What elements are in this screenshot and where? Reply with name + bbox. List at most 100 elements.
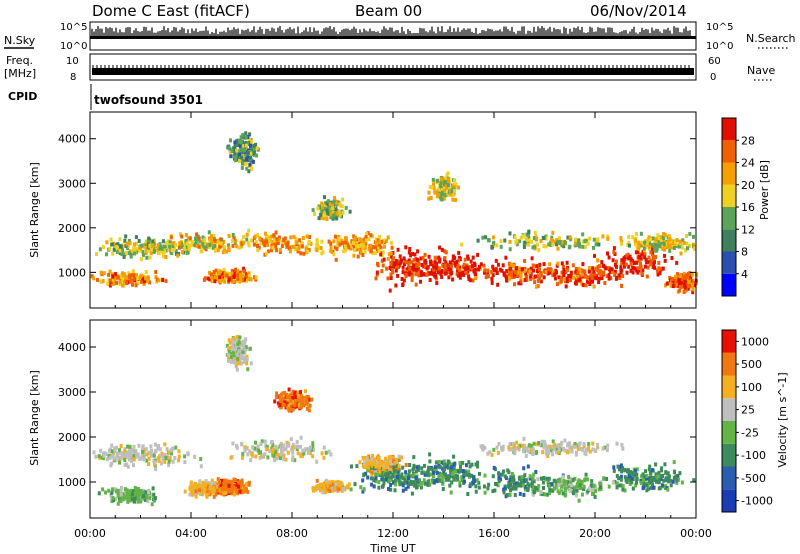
velocity-cell	[225, 343, 229, 348]
power-cell	[638, 261, 642, 266]
velocity-cell	[602, 476, 606, 481]
velocity-cell	[118, 448, 121, 453]
velocity-cell	[448, 474, 452, 479]
nsearch-tick-bottom: 10^0	[706, 41, 733, 52]
power-cell	[688, 271, 692, 276]
velocity-cell	[279, 398, 283, 403]
velocity-cell	[121, 492, 125, 497]
power-cell	[239, 146, 243, 151]
power-cell	[443, 256, 447, 261]
power-cell	[249, 151, 253, 156]
velocity-cell	[150, 502, 154, 507]
velocity-cell	[407, 476, 410, 480]
power-cell	[377, 244, 381, 249]
velocity-cell	[573, 442, 577, 446]
velocity-cell	[329, 452, 333, 457]
velocity-cell	[265, 447, 269, 452]
power-cell	[656, 272, 660, 277]
power-cell	[687, 280, 691, 284]
power-cell	[256, 243, 259, 248]
velocity-cell	[163, 452, 167, 457]
power-cell	[347, 245, 351, 250]
velocity-cell	[429, 472, 433, 477]
power-cell	[677, 288, 681, 293]
power-cell	[451, 184, 455, 189]
power-cell	[535, 242, 539, 247]
power-cell	[392, 261, 395, 266]
velocity-cell	[158, 447, 162, 452]
power-cell	[674, 282, 678, 287]
velocity-cell	[308, 397, 312, 402]
velocity-cell	[363, 461, 367, 466]
velocity-cell	[353, 482, 357, 487]
power-cell	[169, 235, 173, 240]
power-cell	[551, 273, 555, 278]
power-cell	[329, 215, 333, 220]
velocity-cell	[248, 449, 252, 454]
power-cell	[537, 248, 541, 253]
velocity-cell	[393, 488, 397, 493]
velocity-cell	[391, 472, 395, 477]
power-cell	[450, 189, 454, 194]
power-panel-frame	[89, 111, 697, 309]
power-cell	[147, 236, 151, 241]
power-cell	[465, 265, 469, 270]
power-cell	[548, 270, 552, 275]
velocity-cell	[569, 479, 573, 484]
power-cell	[140, 243, 144, 248]
power-cell	[227, 234, 231, 238]
velocity-cell	[407, 469, 411, 474]
velocity-cell	[413, 483, 417, 488]
velocity-cell	[433, 469, 437, 474]
power-cell	[560, 243, 564, 248]
velocity-cell	[665, 476, 668, 481]
power-cell	[227, 248, 231, 253]
power-cell	[257, 245, 261, 250]
velocity-cell	[531, 451, 535, 456]
velocity-cell	[414, 481, 418, 486]
power-cell	[234, 238, 238, 243]
power-cell	[629, 257, 633, 262]
velocity-cell	[161, 457, 165, 462]
velocity-cell	[582, 442, 586, 447]
velocity-cell	[441, 466, 444, 471]
power-cell	[390, 254, 393, 259]
power-cell	[559, 279, 563, 284]
velocity-cell	[237, 361, 241, 366]
velocity-cell	[551, 488, 555, 493]
velocity-cell	[287, 441, 291, 446]
power-cell	[151, 244, 155, 249]
power-cell	[251, 152, 255, 157]
power-cell	[382, 257, 386, 262]
velocity-cell	[474, 462, 478, 467]
power-cell	[639, 243, 643, 248]
power-cell	[462, 262, 466, 267]
velocity-cell	[319, 488, 322, 493]
velocity-cell	[542, 476, 546, 480]
velocity-cell	[452, 454, 456, 459]
power-cell	[556, 240, 560, 244]
power-cell	[590, 275, 594, 280]
power-cell	[140, 279, 143, 284]
velocity-cell	[511, 446, 515, 451]
power-cell	[411, 252, 414, 256]
power-cell	[225, 249, 229, 254]
power-cell	[430, 271, 434, 276]
velocity-cell	[153, 462, 157, 467]
velocity-cell	[304, 399, 308, 404]
velocity-cell	[508, 442, 512, 447]
power-cell	[614, 259, 618, 264]
power-cell	[353, 248, 357, 253]
velocity-cell	[334, 482, 338, 487]
velocity-cell	[242, 346, 246, 351]
velocity-cell	[97, 454, 101, 459]
power-cell	[553, 240, 557, 245]
power-cell	[430, 185, 434, 190]
power-cell	[236, 143, 240, 148]
power-cell	[95, 277, 99, 282]
power-cell	[533, 280, 537, 285]
power-cell	[306, 249, 310, 254]
power-cell	[335, 199, 339, 204]
velocity-cell	[241, 451, 245, 456]
velocity-cell	[507, 485, 511, 490]
